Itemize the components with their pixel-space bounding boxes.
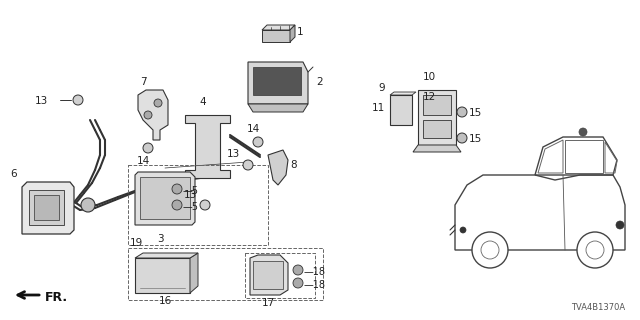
Polygon shape bbox=[268, 150, 288, 185]
Bar bbox=[390, 95, 412, 125]
Bar bbox=[423, 95, 451, 115]
Polygon shape bbox=[135, 253, 198, 258]
Text: 14: 14 bbox=[136, 156, 150, 166]
Bar bbox=[423, 120, 451, 138]
Polygon shape bbox=[248, 62, 308, 104]
Bar bbox=[34, 195, 59, 220]
Circle shape bbox=[293, 265, 303, 275]
Circle shape bbox=[143, 143, 153, 153]
Text: 13: 13 bbox=[184, 190, 197, 200]
Text: 15: 15 bbox=[469, 134, 483, 144]
Text: —18: —18 bbox=[304, 280, 326, 290]
Circle shape bbox=[200, 200, 210, 210]
Text: 4: 4 bbox=[200, 97, 206, 107]
Text: 7: 7 bbox=[140, 77, 147, 87]
Text: —5: —5 bbox=[183, 186, 199, 196]
Text: 1: 1 bbox=[297, 27, 303, 37]
Bar bbox=[253, 261, 283, 289]
Text: 8: 8 bbox=[290, 160, 296, 170]
Circle shape bbox=[144, 111, 152, 119]
Text: 14: 14 bbox=[246, 124, 260, 134]
Text: 16: 16 bbox=[158, 296, 172, 306]
Bar bbox=[29, 190, 64, 225]
Text: 17: 17 bbox=[261, 298, 275, 308]
Polygon shape bbox=[390, 92, 416, 95]
Polygon shape bbox=[138, 90, 168, 140]
Circle shape bbox=[243, 160, 253, 170]
Polygon shape bbox=[262, 25, 295, 30]
Circle shape bbox=[172, 200, 182, 210]
Circle shape bbox=[172, 184, 182, 194]
Circle shape bbox=[481, 241, 499, 259]
Bar bbox=[140, 177, 190, 219]
Text: 2: 2 bbox=[316, 77, 323, 87]
Circle shape bbox=[457, 133, 467, 143]
Circle shape bbox=[460, 227, 466, 233]
Circle shape bbox=[586, 241, 604, 259]
Polygon shape bbox=[135, 258, 190, 293]
Circle shape bbox=[457, 107, 467, 117]
Circle shape bbox=[579, 128, 587, 136]
Polygon shape bbox=[413, 145, 461, 152]
Text: 15: 15 bbox=[469, 108, 483, 118]
Text: 11: 11 bbox=[372, 103, 385, 113]
Text: 12: 12 bbox=[423, 92, 436, 102]
Bar bbox=[245, 253, 315, 298]
Circle shape bbox=[472, 232, 508, 268]
Circle shape bbox=[577, 232, 613, 268]
Text: 10: 10 bbox=[423, 72, 436, 82]
Polygon shape bbox=[418, 90, 456, 145]
Polygon shape bbox=[248, 104, 308, 112]
Text: —18: —18 bbox=[304, 267, 326, 277]
Circle shape bbox=[154, 99, 162, 107]
Text: 13: 13 bbox=[227, 149, 240, 159]
Polygon shape bbox=[22, 182, 74, 234]
Text: TVA4B1370A: TVA4B1370A bbox=[571, 303, 625, 312]
Bar bbox=[253, 67, 301, 95]
Bar bbox=[128, 248, 323, 300]
Polygon shape bbox=[290, 25, 295, 42]
Text: FR.: FR. bbox=[45, 291, 68, 304]
Text: —5: —5 bbox=[183, 202, 199, 212]
Polygon shape bbox=[135, 172, 195, 225]
Polygon shape bbox=[190, 253, 198, 293]
Circle shape bbox=[616, 221, 624, 229]
Text: 9: 9 bbox=[378, 83, 385, 93]
Text: 13: 13 bbox=[35, 96, 48, 106]
Circle shape bbox=[73, 95, 83, 105]
Text: 3: 3 bbox=[157, 234, 163, 244]
Polygon shape bbox=[185, 115, 230, 178]
Polygon shape bbox=[262, 30, 290, 42]
Circle shape bbox=[293, 278, 303, 288]
Text: 19: 19 bbox=[130, 238, 143, 248]
Circle shape bbox=[253, 137, 263, 147]
Polygon shape bbox=[250, 255, 288, 295]
Text: 6: 6 bbox=[10, 169, 17, 179]
Circle shape bbox=[81, 198, 95, 212]
Bar bbox=[128, 165, 268, 245]
